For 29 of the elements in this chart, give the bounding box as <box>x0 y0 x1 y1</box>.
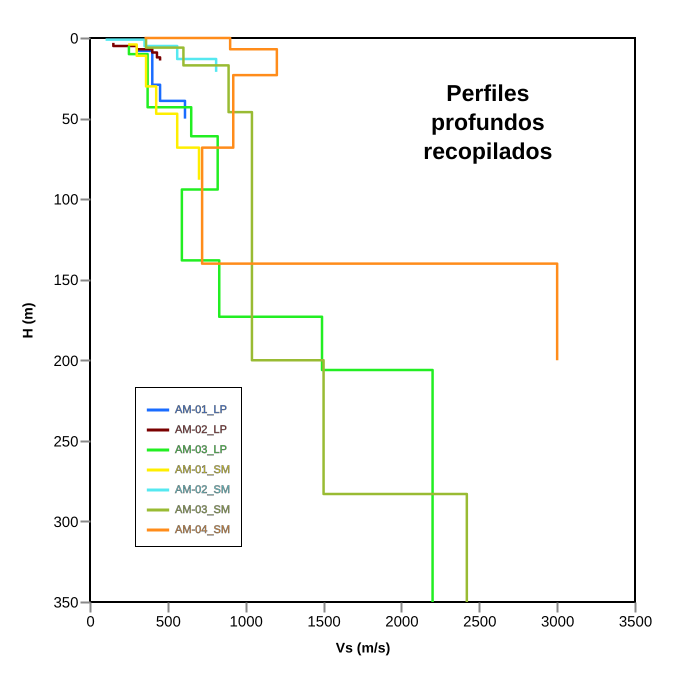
x-axis-title: Vs (m/s) <box>336 640 390 656</box>
x-tick-label: 500 <box>156 614 181 630</box>
line-series <box>143 36 558 362</box>
y-axis-title: H (m) <box>19 302 36 338</box>
x-tick-label: 1500 <box>307 614 341 630</box>
legend-label: AM-02_SM <box>175 484 230 496</box>
y-tick-label: 100 <box>53 192 78 209</box>
x-tick-label: 3500 <box>618 614 652 630</box>
y-tick-label: 50 <box>62 111 78 128</box>
x-tick-label: 2500 <box>463 614 496 630</box>
x-tick-label: 1000 <box>230 614 263 630</box>
legend-label: AM-03_SM <box>175 504 230 516</box>
y-tick-label: 250 <box>53 433 78 450</box>
legend-label: AM-04_SM <box>175 524 230 536</box>
legend-label: AM-01_SM <box>175 464 230 476</box>
y-tick-label: 200 <box>53 352 78 370</box>
legend-label: AM-03_LP <box>175 444 227 456</box>
y-tick-label: 0 <box>70 30 78 48</box>
y-tick-label: 150 <box>53 272 78 290</box>
legend-label: AM-02_LP <box>175 424 227 436</box>
y-tick-label: 350 <box>53 594 78 612</box>
line-series <box>126 43 200 182</box>
y-tick-label: 300 <box>53 514 78 531</box>
x-tick-label: 0 <box>86 614 95 630</box>
x-tick-label: 3000 <box>540 614 574 630</box>
x-tick-label: 2000 <box>385 614 419 630</box>
legend-label: AM-01_LP <box>175 404 227 416</box>
annotation: Perfiles profundos recopilados <box>423 80 552 164</box>
line-series <box>104 38 218 74</box>
